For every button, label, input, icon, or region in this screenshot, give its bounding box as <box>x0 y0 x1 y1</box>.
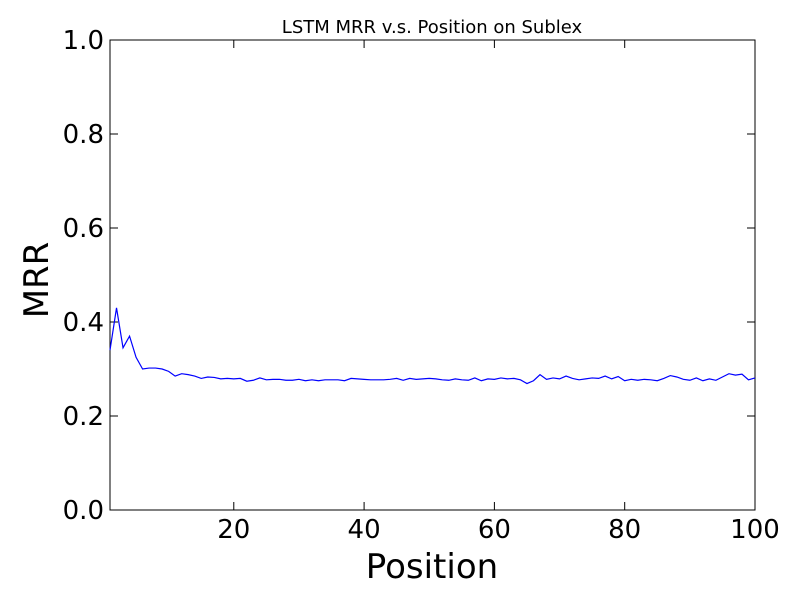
x-tick-label: 60 <box>478 515 511 545</box>
x-tick-label: 20 <box>217 515 250 545</box>
y-tick-label: 1.0 <box>63 26 104 56</box>
y-tick-label: 0.0 <box>63 496 104 526</box>
y-axis: 0.0 0.2 0.4 0.6 0.8 1.0 <box>63 26 755 526</box>
y-axis-label: MRR <box>17 242 57 319</box>
x-axis-label: Position <box>366 547 498 587</box>
y-tick-label: 0.8 <box>63 120 104 150</box>
y-tick-label: 0.4 <box>63 308 104 338</box>
x-tick-label: 40 <box>348 515 381 545</box>
y-tick-label: 0.2 <box>63 402 104 432</box>
x-axis: 20 40 60 80 100 <box>217 40 780 545</box>
chart-title: LSTM MRR v.s. Position on Sublex <box>282 17 583 38</box>
series-layer <box>109 307 756 385</box>
x-tick-label: 80 <box>608 515 641 545</box>
series-line <box>109 307 756 385</box>
plot-area <box>109 39 756 511</box>
x-tick-label: 100 <box>730 515 780 545</box>
y-tick-label: 0.6 <box>63 214 104 244</box>
